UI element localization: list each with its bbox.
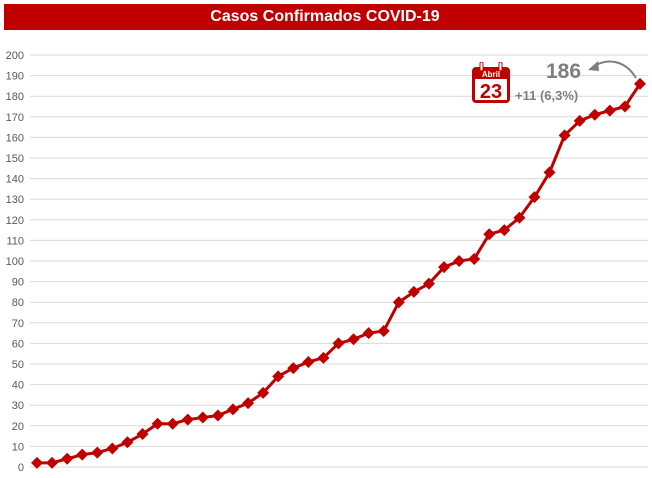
data-point (302, 355, 315, 368)
data-point (528, 191, 541, 204)
data-point (106, 442, 119, 455)
data-point (392, 296, 405, 309)
y-tick-label: 70 (12, 318, 24, 330)
data-point (543, 166, 556, 179)
data-point (61, 452, 74, 465)
y-tick-label: 10 (12, 441, 24, 453)
data-point (76, 448, 89, 461)
data-point (46, 456, 59, 469)
data-point (287, 362, 300, 375)
data-point (422, 277, 435, 290)
data-point (362, 327, 375, 340)
y-tick-label: 150 (6, 153, 24, 165)
daily-change-label: +11 (6,3%) (515, 88, 579, 103)
data-point (453, 255, 466, 267)
y-tick-label: 160 (6, 132, 24, 144)
y-tick-label: 180 (6, 91, 24, 103)
y-tick-label: 170 (6, 112, 24, 124)
y-tick-label: 100 (6, 256, 24, 268)
y-tick-label: 20 (12, 421, 24, 433)
y-tick-label: 0 (18, 462, 24, 474)
data-point (347, 333, 360, 346)
data-point (226, 403, 239, 416)
data-point (588, 108, 601, 121)
data-point (91, 446, 104, 459)
data-point (468, 252, 481, 265)
data-point (181, 413, 194, 426)
y-tick-label: 90 (12, 277, 24, 289)
data-point (513, 211, 526, 224)
data-point (242, 397, 255, 410)
data-point (166, 417, 179, 430)
data-point (483, 228, 496, 241)
data-point (317, 351, 330, 364)
y-tick-label: 60 (12, 338, 24, 350)
chart-title: Casos Confirmados COVID-19 (4, 4, 646, 30)
y-tick-label: 50 (12, 359, 24, 371)
y-tick-label: 140 (6, 174, 24, 186)
y-tick-label: 110 (6, 235, 24, 247)
y-tick-label: 30 (12, 400, 24, 412)
data-point (603, 104, 616, 117)
y-tick-label: 120 (6, 215, 24, 227)
series-line (37, 83, 642, 465)
y-tick-label: 130 (6, 194, 24, 206)
data-point (407, 285, 420, 298)
data-point (31, 456, 43, 469)
data-point (634, 77, 646, 90)
data-point (272, 370, 285, 383)
y-tick-label: 200 (6, 50, 24, 62)
data-point (377, 325, 390, 338)
data-point (618, 100, 631, 113)
data-point (498, 224, 511, 237)
data-point (573, 114, 586, 127)
total-cases-label: 186 (546, 60, 582, 83)
y-tick-label: 190 (6, 71, 24, 83)
calendar-month: Abril (482, 70, 500, 79)
calendar-day: 23 (480, 81, 502, 103)
data-point (121, 436, 134, 449)
calendar-icon: Abril 23 (472, 62, 510, 103)
data-point (151, 417, 164, 430)
data-point (136, 428, 149, 441)
data-point (558, 129, 571, 142)
data-point (211, 409, 224, 422)
y-tick-label: 40 (12, 380, 24, 392)
y-tick-label: 80 (12, 297, 24, 309)
data-point (438, 261, 451, 274)
data-point (196, 411, 209, 424)
data-point (257, 386, 270, 399)
data-point (332, 337, 345, 350)
